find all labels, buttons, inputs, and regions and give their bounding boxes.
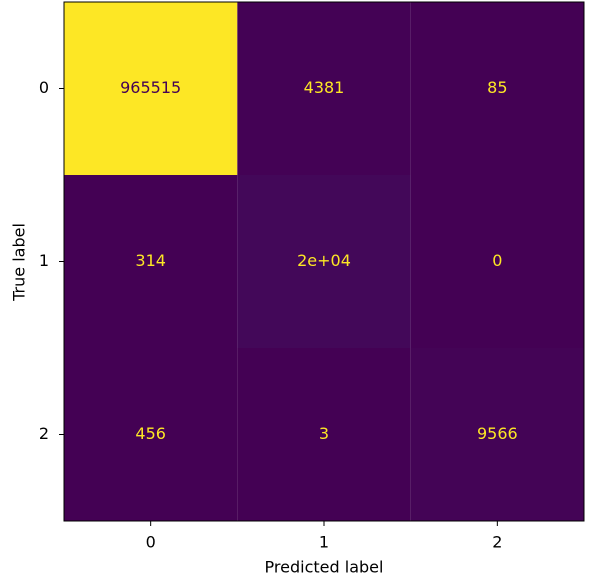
- heatmap-cell: [237, 175, 411, 348]
- heatmap-cell: [237, 2, 411, 175]
- cell-label: 85: [487, 78, 507, 97]
- heatmap-cell: [64, 2, 238, 175]
- x-axis-label: Predicted label: [265, 558, 384, 577]
- heatmap-cell: [237, 348, 411, 521]
- heatmap-cell: [410, 175, 584, 348]
- x-tick-label: 2: [492, 533, 502, 552]
- cell-label: 4381: [304, 78, 345, 97]
- y-tick-label: 0: [39, 78, 49, 97]
- cell-label: 0: [492, 251, 502, 270]
- y-tick-label: 2: [39, 424, 49, 443]
- y-axis-label: True label: [10, 223, 29, 302]
- cell-label: 3: [319, 424, 329, 443]
- cell-label: 9566: [477, 424, 518, 443]
- heatmap-cell: [64, 175, 238, 348]
- cell-label: 456: [135, 424, 166, 443]
- y-tick-label: 1: [39, 251, 49, 270]
- cell-label: 2e+04: [297, 251, 351, 270]
- cell-label: 965515: [120, 78, 181, 97]
- heatmap-cell: [64, 348, 238, 521]
- heatmap-cell: [410, 348, 584, 521]
- cell-label: 314: [135, 251, 166, 270]
- x-tick-label: 1: [319, 533, 329, 552]
- heatmap-cell: [410, 2, 584, 175]
- x-tick-label: 0: [146, 533, 156, 552]
